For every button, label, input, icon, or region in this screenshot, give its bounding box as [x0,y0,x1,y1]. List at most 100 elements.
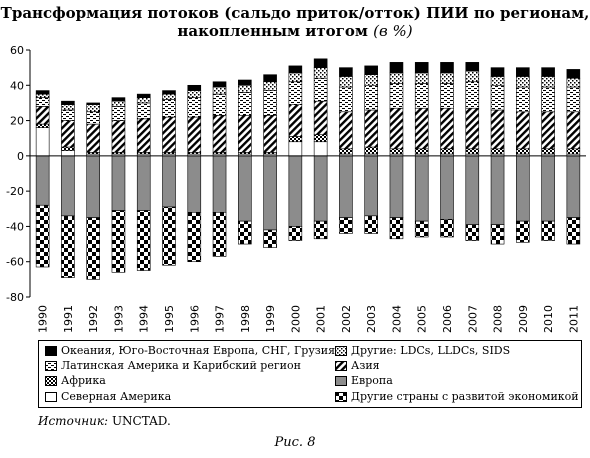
bar-segment [187,212,202,263]
y-tick-label: -80 [6,291,24,304]
bar-segment [136,118,151,153]
bar-segment [162,155,176,208]
bar-segment [414,83,429,109]
bar-segment [61,150,75,157]
bar-segment [339,111,353,150]
bar-segment [61,155,75,217]
legend-item-oceania: Океания, Юго-Восточная Европа, СНГ, Груз… [45,343,335,358]
bar-segment [162,93,176,100]
legend-label-north-america: Северная Америка [61,390,172,403]
bar-segment [187,97,202,118]
bar-segment [313,134,328,143]
bar-segment [364,84,378,111]
bar-segment [35,90,50,95]
bar-segment [566,148,581,155]
legend-swatch-north-america [45,392,57,402]
bar-segment [465,148,480,155]
bar-segment [339,86,353,113]
chart-title-line2: накопленным итогом (в %) [0,22,590,40]
bar-segment [111,120,126,153]
bar-segment [86,104,100,113]
bar-segment [339,217,353,234]
bar-segment [465,70,480,83]
source-note: Источник: UNCTAD. [38,414,171,428]
bar-segment [389,148,404,155]
bar-segment [490,155,505,225]
source-value: UNCTAD. [111,414,171,428]
bar-segment [364,65,378,75]
legend-item-other-developed: Другие страны с развитой экономикой [335,389,579,404]
bar-segment [187,90,202,98]
x-tick-label: 2002 [340,305,353,333]
x-tick-label: 2011 [567,305,580,333]
bar-segment [263,229,277,248]
bar-segment [465,224,480,241]
bar-segment [212,212,227,257]
bar-segment [414,220,429,238]
legend-label-asia: Азия [351,359,380,372]
bar-segment [288,81,303,105]
x-tick-label: 1990 [37,305,50,333]
x-tick-label: 1992 [87,305,100,333]
legend-label-others-ldc: Другие: LDCs, LLDCs, SIDS [351,344,511,357]
bar-segment [111,97,126,102]
bar-segment [440,219,454,238]
bar-segment [136,97,151,104]
bar-segment [414,155,429,222]
bar-segment [35,204,50,268]
bar-segment [566,69,581,79]
y-tick-label: 20 [10,115,24,128]
bar-segment [313,58,328,68]
bar-segment [490,84,505,111]
legend-item-europe: Европа [335,373,393,388]
bar-segment [313,77,328,102]
legend-item-north-america: Северная Америка [45,389,171,404]
bar-segment [288,104,303,137]
y-tick-label: -60 [6,256,24,269]
bar-segment [136,102,151,120]
bar-segment [263,81,277,91]
bar-segment [288,226,303,241]
bar-segment [490,67,505,77]
bar-segment [86,123,100,153]
bar-segment [35,127,50,157]
bar-segment [86,102,100,105]
legend-swatch-africa [45,376,57,386]
bar-segment [111,106,126,121]
bar-segment [136,155,151,211]
bar-segment [136,93,151,98]
x-tick-label: 2005 [416,305,429,333]
bar-segment [389,155,404,218]
bar-segment [465,155,480,225]
bar-segment [263,114,277,153]
bar-segment [61,146,75,151]
bar-segment [61,100,75,105]
bar-segment [440,155,454,220]
bar-segment [238,155,252,222]
bar-segment [440,72,454,84]
bar-segment [238,114,252,153]
legend-label-latam: Латинская Америка и Карибский регион [61,359,301,372]
bar-segment [465,107,480,150]
bar-segment [414,62,429,74]
bar-segment [541,86,555,113]
bar-segment [238,84,252,93]
bar-segment [339,148,353,155]
source-label: Источник: [38,414,109,428]
bar-segment [35,97,50,107]
bar-segment [313,67,328,79]
bar-segment [339,67,353,77]
bar-segment [187,155,202,213]
bar-segment [162,90,176,95]
figure-caption: Рис. 8 [274,435,316,450]
bar-segment [364,74,378,86]
bar-segment [61,104,75,111]
bar-segment [389,217,404,240]
legend-label-oceania: Океания, Юго-Восточная Европа, СНГ, Груз… [61,344,336,357]
bar-segment [541,67,555,77]
bar-segment [288,65,303,74]
x-tick-label: 1996 [188,305,201,333]
bar-segment [238,92,252,116]
bar-segment [541,155,555,222]
bar-segment [288,136,303,143]
